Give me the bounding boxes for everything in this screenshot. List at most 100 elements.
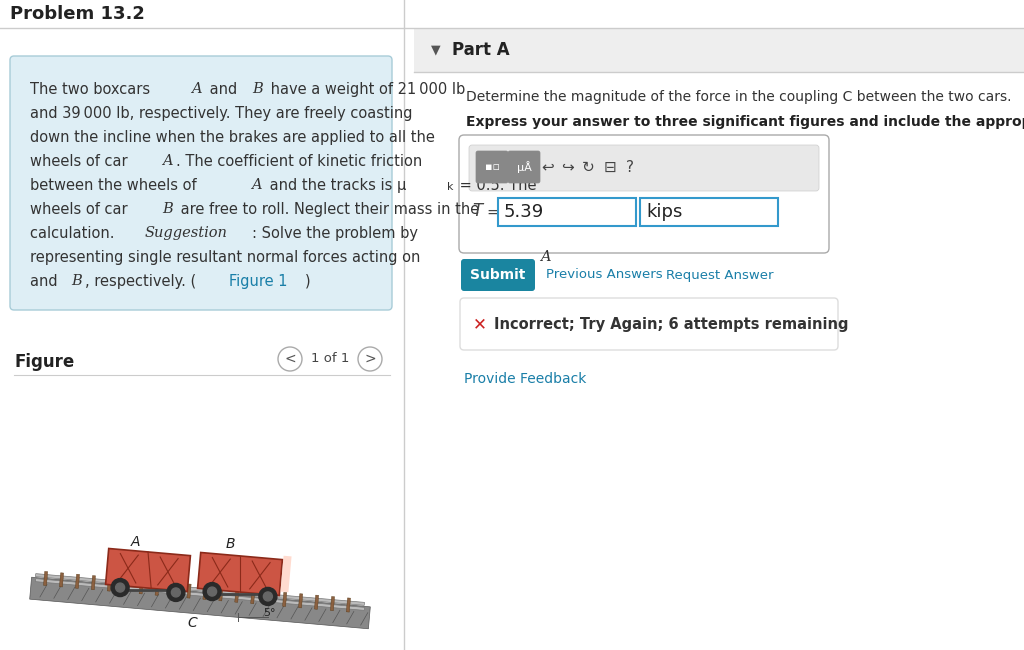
Text: A: A <box>162 154 173 168</box>
Text: . The coefficient of kinetic friction: . The coefficient of kinetic friction <box>176 154 422 169</box>
Text: μÅ: μÅ <box>516 161 531 173</box>
Text: and: and <box>30 274 62 289</box>
Polygon shape <box>36 574 365 605</box>
Circle shape <box>278 347 302 371</box>
Text: representing single resultant normal forces acting on: representing single resultant normal for… <box>30 250 425 265</box>
Text: wheels of car: wheels of car <box>30 154 132 169</box>
Text: <: < <box>285 352 296 366</box>
Text: Express your answer to three significant figures and include the appropriate uni: Express your answer to three significant… <box>466 115 1024 129</box>
Text: calculation.: calculation. <box>30 226 119 241</box>
Polygon shape <box>108 577 112 591</box>
Polygon shape <box>171 582 175 597</box>
Polygon shape <box>187 584 191 598</box>
Text: have a weight of 21 000 lb: have a weight of 21 000 lb <box>266 82 465 97</box>
Text: down the incline when the brakes are applied to all the: down the incline when the brakes are app… <box>30 130 435 145</box>
Text: ✕: ✕ <box>473 315 487 333</box>
Text: A: A <box>540 250 550 264</box>
Polygon shape <box>36 578 365 610</box>
FancyBboxPatch shape <box>10 56 392 310</box>
Text: >: > <box>365 352 376 366</box>
FancyBboxPatch shape <box>459 135 829 253</box>
Text: 5.39: 5.39 <box>504 203 544 221</box>
Text: 5°: 5° <box>263 608 275 618</box>
Text: A: A <box>251 178 261 192</box>
Circle shape <box>203 582 221 601</box>
Text: k: k <box>447 182 454 192</box>
Circle shape <box>116 583 125 592</box>
Text: ): ) <box>304 274 310 289</box>
Circle shape <box>263 592 272 601</box>
Text: Provide Feedback: Provide Feedback <box>464 372 587 386</box>
Text: between the wheels of: between the wheels of <box>30 178 202 193</box>
Text: , respectively. (: , respectively. ( <box>85 274 197 289</box>
Text: Request Answer: Request Answer <box>666 268 773 281</box>
Polygon shape <box>283 592 287 606</box>
Text: $C$: $C$ <box>187 616 199 630</box>
Text: Incorrect; Try Again; 6 attempts remaining: Incorrect; Try Again; 6 attempts remaini… <box>494 317 849 332</box>
Text: ?: ? <box>626 159 634 174</box>
Circle shape <box>167 584 185 601</box>
Polygon shape <box>346 598 350 612</box>
Text: A: A <box>190 82 202 96</box>
Text: Submit: Submit <box>470 268 525 282</box>
Circle shape <box>259 588 276 605</box>
Polygon shape <box>30 577 371 629</box>
Text: Determine the magnitude of the force in the coupling C between the two cars.: Determine the magnitude of the force in … <box>466 90 1012 104</box>
Polygon shape <box>314 595 318 609</box>
Text: $A$: $A$ <box>130 535 141 549</box>
Text: and the tracks is μ: and the tracks is μ <box>264 178 407 193</box>
Text: Suggestion: Suggestion <box>145 226 228 240</box>
FancyBboxPatch shape <box>460 298 838 350</box>
Polygon shape <box>139 580 143 594</box>
Text: Part A: Part A <box>452 41 510 59</box>
Polygon shape <box>155 581 160 595</box>
FancyBboxPatch shape <box>508 151 540 183</box>
Text: and: and <box>205 82 242 97</box>
Text: wheels of car: wheels of car <box>30 202 132 217</box>
Polygon shape <box>266 591 270 605</box>
Text: The two boxcars: The two boxcars <box>30 82 155 97</box>
Text: ↩: ↩ <box>542 159 554 174</box>
Polygon shape <box>331 597 335 611</box>
Polygon shape <box>105 549 190 592</box>
Polygon shape <box>203 586 207 599</box>
FancyBboxPatch shape <box>461 259 535 291</box>
Text: and 39 000 lb, respectively. They are freely coasting: and 39 000 lb, respectively. They are fr… <box>30 106 413 121</box>
Text: B: B <box>252 82 263 96</box>
Circle shape <box>112 578 129 597</box>
Circle shape <box>208 587 217 596</box>
Text: $B$: $B$ <box>224 537 236 551</box>
Circle shape <box>358 347 382 371</box>
Polygon shape <box>299 593 303 608</box>
Text: are free to roll. Neglect their mass in the: are free to roll. Neglect their mass in … <box>176 202 479 217</box>
Text: Previous Answers: Previous Answers <box>546 268 663 281</box>
Text: ▼: ▼ <box>431 44 440 57</box>
Polygon shape <box>59 573 63 587</box>
Text: ▪▫: ▪▫ <box>484 162 500 172</box>
FancyBboxPatch shape <box>476 151 508 183</box>
Polygon shape <box>76 574 80 588</box>
Text: 1 of 1: 1 of 1 <box>311 352 349 365</box>
Text: ↻: ↻ <box>582 159 594 174</box>
Polygon shape <box>43 571 48 586</box>
Polygon shape <box>123 578 127 593</box>
Text: : Solve the problem by: : Solve the problem by <box>252 226 418 241</box>
Polygon shape <box>91 575 95 590</box>
Polygon shape <box>251 590 255 604</box>
Text: = 0.5. The: = 0.5. The <box>456 178 537 193</box>
Text: =: = <box>486 205 499 220</box>
FancyBboxPatch shape <box>498 198 636 226</box>
Polygon shape <box>234 588 239 603</box>
Text: ↪: ↪ <box>561 159 574 174</box>
Circle shape <box>171 588 180 597</box>
Text: kips: kips <box>646 203 682 221</box>
Text: B: B <box>162 202 173 216</box>
Text: Figure: Figure <box>14 353 75 371</box>
FancyBboxPatch shape <box>640 198 778 226</box>
Polygon shape <box>281 556 292 592</box>
Polygon shape <box>219 587 223 601</box>
Text: $T$: $T$ <box>472 203 485 220</box>
Text: B: B <box>72 274 82 288</box>
Text: ⊟: ⊟ <box>603 159 616 174</box>
Polygon shape <box>198 552 283 595</box>
